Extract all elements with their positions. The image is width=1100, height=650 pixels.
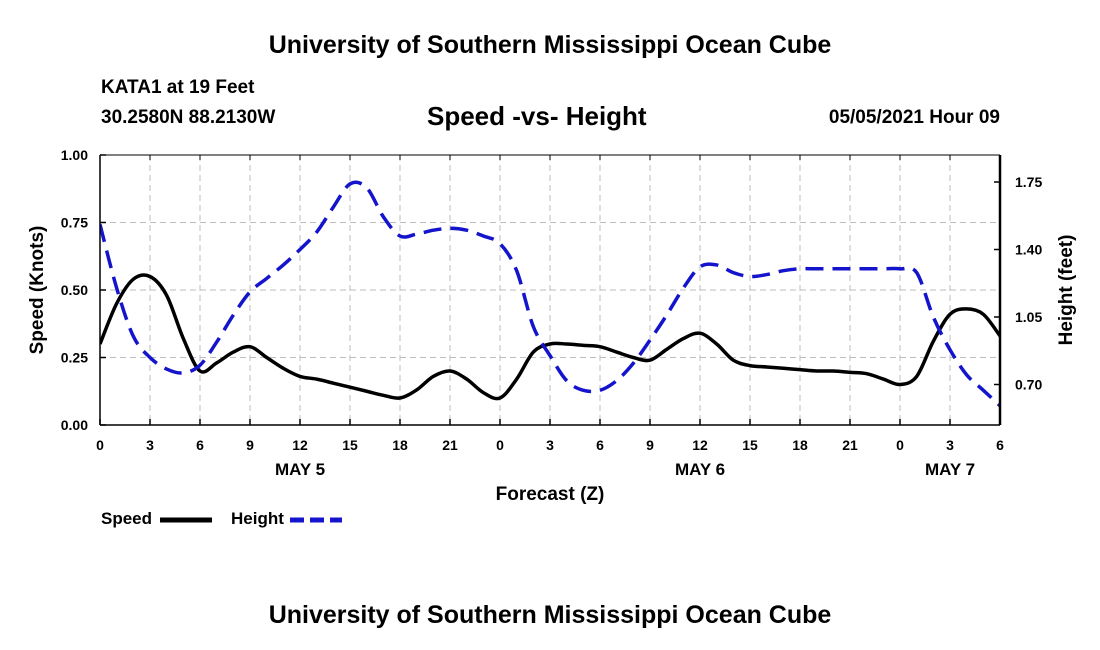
x-tick-label: 3 (546, 437, 554, 453)
x-tick-label: 21 (842, 437, 858, 453)
y-tick-label: 0.25 (61, 350, 88, 366)
x-tick-label: 6 (996, 437, 1004, 453)
x-tick-label: 0 (896, 437, 904, 453)
height-series-line (100, 180, 1000, 407)
y2-tick-label: 1.40 (1015, 242, 1042, 258)
y-axis-title: Speed (Knots) (27, 226, 48, 355)
x-tick-label: 12 (692, 437, 708, 453)
station-name: KATA1 at 19 Feet (101, 77, 255, 98)
x-tick-label: 21 (442, 437, 458, 453)
y-tick-label: 1.00 (61, 147, 88, 163)
x-tick-label: 15 (742, 437, 758, 453)
chart-title: Speed -vs- Height (427, 101, 647, 131)
bottom-title: University of Southern Mississippi Ocean… (268, 601, 832, 629)
grid (100, 155, 1000, 425)
x-tick-label: 3 (946, 437, 954, 453)
legend-speed-label: Speed (101, 509, 153, 528)
x-tick-label: 12 (292, 437, 308, 453)
y-tick-label: 0.00 (61, 417, 88, 433)
x-date-label: MAY 6 (675, 460, 725, 479)
x-tick-label: 15 (342, 437, 358, 453)
x-tick-label: 18 (792, 437, 808, 453)
x-date-label: MAY 7 (925, 460, 975, 479)
x-date-label: MAY 5 (275, 460, 325, 479)
series-group (100, 180, 1000, 407)
y2-tick-label: 1.75 (1015, 174, 1042, 190)
axes: 0 3 6 9 12 15 18 21 0 3 6 9 12 15 18 21 0 3 6 MAY 5 MAY 6 MAY… (27, 147, 1077, 505)
x-tick-label: 0 (496, 437, 504, 453)
y-tick-label: 0.75 (61, 215, 88, 231)
speed-series-line (100, 273, 1000, 401)
x-tick-label: 9 (246, 437, 254, 453)
x-tick-label: 18 (392, 437, 408, 453)
x-tick-label: 0 (96, 437, 104, 453)
legend-height-label: Height (231, 509, 284, 528)
y-tick-label: 0.50 (61, 282, 88, 298)
y2-tick-label: 0.70 (1015, 377, 1042, 393)
x-axis-title: Forecast (Z) (496, 484, 605, 505)
x-tick-label: 3 (146, 437, 154, 453)
top-title: University of Southern Mississippi Ocean… (268, 31, 832, 59)
forecast-timestamp: 05/05/2021 Hour 09 (828, 107, 1000, 128)
y2-tick-label: 1.05 (1015, 309, 1042, 325)
y2-axis-title: Height (feet) (1056, 235, 1077, 346)
x-tick-label: 9 (646, 437, 654, 453)
x-tick-label: 6 (596, 437, 604, 453)
station-coordinates: 30.2580N 88.2130W (101, 107, 276, 128)
x-tick-label: 6 (196, 437, 204, 453)
